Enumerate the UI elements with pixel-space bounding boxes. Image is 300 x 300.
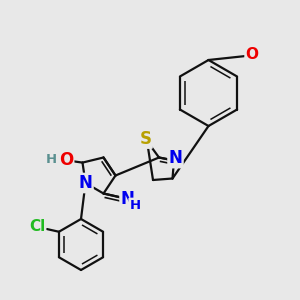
Text: O: O <box>59 151 73 169</box>
Text: O: O <box>245 46 259 62</box>
Text: H: H <box>46 153 57 167</box>
Text: N: N <box>169 149 182 167</box>
Text: -: - <box>57 152 63 166</box>
Text: N: N <box>79 174 92 192</box>
Text: Cl: Cl <box>29 219 45 234</box>
Text: S: S <box>140 130 152 148</box>
Text: H: H <box>129 199 141 212</box>
Text: N: N <box>121 190 134 208</box>
